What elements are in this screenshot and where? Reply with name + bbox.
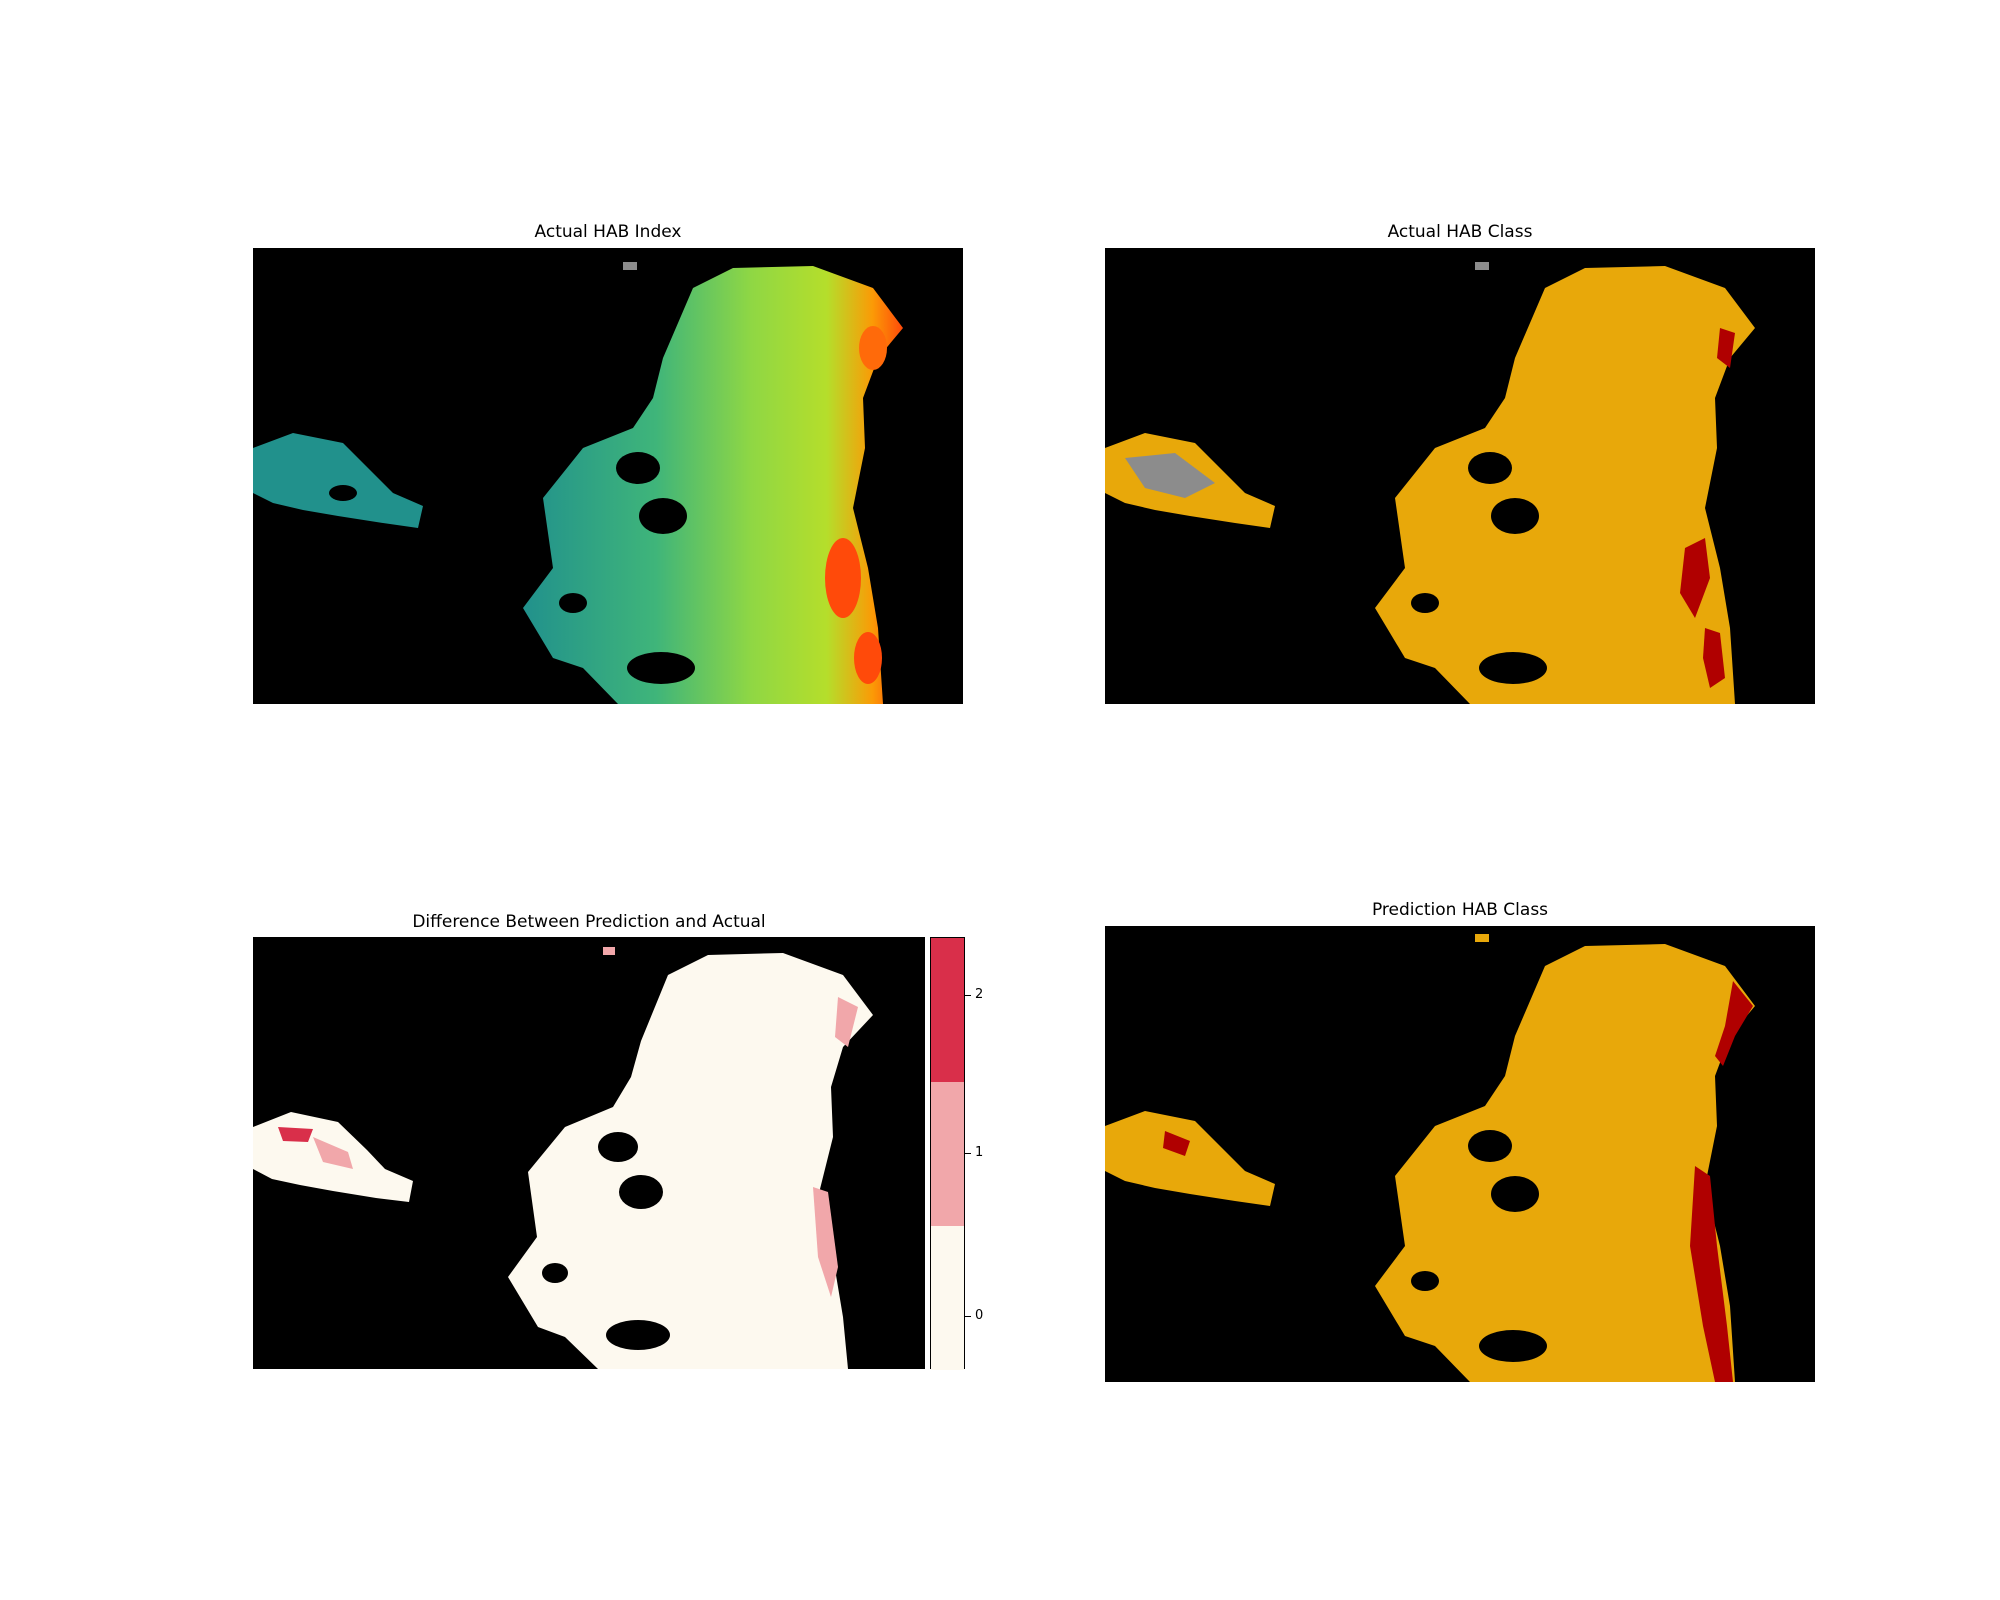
chart-title: Difference Between Prediction and Actual [412, 912, 766, 932]
lake-main-body [1375, 944, 1755, 1382]
chart-title: Actual HAB Index [534, 222, 682, 242]
island-3 [627, 652, 695, 684]
island-4 [542, 1263, 568, 1283]
island-2 [1491, 498, 1539, 534]
island-2 [639, 498, 687, 534]
class-high-southeast [1703, 628, 1725, 688]
lake-main-body [523, 266, 903, 704]
class-high-west [1163, 1131, 1190, 1156]
colorbar-tick [965, 1316, 971, 1317]
diff-one-east [813, 1187, 838, 1297]
colorbar-tick [965, 1153, 971, 1154]
island-3 [606, 1320, 670, 1350]
panel-difference: Difference Between Prediction and Actual… [253, 912, 983, 1372]
island-3 [1479, 652, 1547, 684]
lake-west-arm [1105, 1111, 1275, 1206]
chart-title: Actual HAB Class [1387, 222, 1533, 242]
island-1 [616, 452, 660, 484]
colorbar-tick-label-2: 2 [975, 987, 984, 1002]
heatmap-index-svg [253, 262, 903, 704]
diff-two-west [278, 1127, 313, 1142]
lake-main-body [508, 953, 873, 1369]
map-actual-hab-class [1105, 248, 1815, 704]
island-1 [1468, 1130, 1512, 1162]
diff-one-northeast [835, 997, 858, 1047]
map-difference [253, 937, 925, 1369]
colorbar-tick-label-1: 1 [975, 1145, 984, 1160]
island-1 [598, 1132, 638, 1162]
panel-actual-hab-index: Actual HAB Index [253, 222, 963, 707]
island-4 [1411, 593, 1439, 613]
heatmap-prediction-svg [1105, 934, 1755, 1382]
colorbar-tick [965, 995, 971, 996]
colorbar-segment-1 [931, 1082, 964, 1226]
diff-one-west [313, 1137, 353, 1169]
lake-west-arm [253, 433, 423, 528]
island-4 [559, 593, 587, 613]
chart-title: Prediction HAB Class [1371, 900, 1549, 920]
map-prediction-hab-class [1105, 926, 1815, 1382]
island-1 [1468, 452, 1512, 484]
small-islet [1475, 262, 1489, 270]
hot-spot-northeast [859, 326, 887, 370]
heatmap-difference-svg [253, 947, 873, 1369]
hot-spot-southeast [854, 632, 882, 684]
map-actual-hab-index [253, 248, 963, 704]
class-high-northeast-band [1715, 981, 1753, 1066]
class-high-east [1680, 538, 1710, 618]
island-3 [1479, 1330, 1547, 1362]
heatmap-class-svg [1105, 262, 1755, 704]
small-islet [623, 262, 637, 270]
class-high-east-band [1690, 1166, 1733, 1382]
island-2 [619, 1175, 663, 1209]
island-5 [329, 485, 357, 501]
island-4 [1411, 1271, 1439, 1291]
panel-prediction-hab-class: Prediction HAB Class [1105, 900, 1815, 1385]
lake-main-body [1375, 266, 1755, 704]
colorbar-segment-2 [931, 938, 964, 1082]
class-high-northeast [1717, 328, 1735, 368]
class-low-west [1125, 453, 1215, 498]
colorbar-segment-0 [931, 1226, 964, 1370]
island-2 [1491, 1176, 1539, 1212]
small-islet [1475, 934, 1489, 942]
colorbar-tick-label-0: 0 [975, 1308, 984, 1323]
panel-actual-hab-class: Actual HAB Class [1105, 222, 1815, 707]
hot-spot-east [825, 538, 861, 618]
small-islet [603, 947, 615, 955]
colorbar [930, 937, 965, 1370]
